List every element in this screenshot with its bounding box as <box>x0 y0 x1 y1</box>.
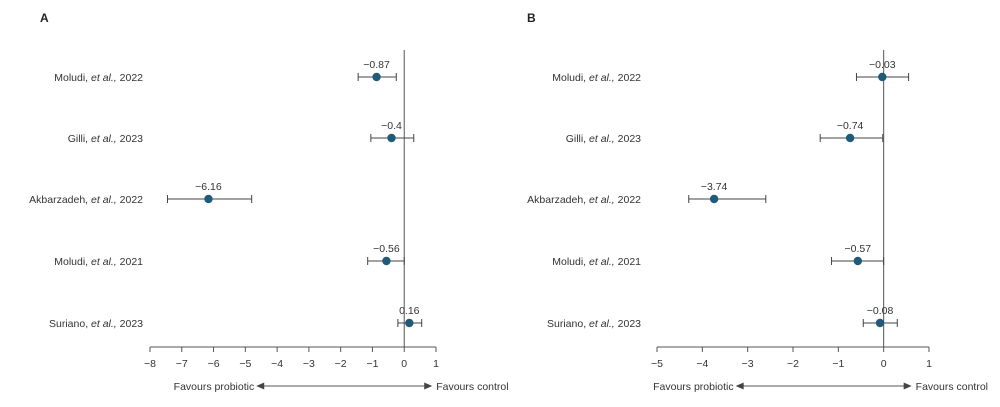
study-etal: et al., <box>91 194 117 206</box>
effect-value-label: 0.16 <box>399 305 420 317</box>
study-author: Moludi, <box>54 256 88 268</box>
x-tick-label: −2 <box>787 358 799 370</box>
study-author: Suriano, <box>49 318 88 330</box>
x-tick-label: −3 <box>742 358 754 370</box>
study-year: 2022 <box>120 194 144 206</box>
study-label: Moludi, et al., 2021 <box>552 256 641 268</box>
effect-point <box>382 256 391 266</box>
x-tick-label: −5 <box>651 358 663 370</box>
study-year: 2022 <box>120 72 144 84</box>
x-tick-label: −1 <box>832 358 844 370</box>
effect-value-label: −0.08 <box>867 305 894 317</box>
effect-point <box>845 133 855 143</box>
x-tick-label: 0 <box>881 358 887 370</box>
study-etal: et al., <box>589 256 615 268</box>
x-tick-label: 1 <box>433 358 439 370</box>
study-label: Gilli, et al., 2023 <box>68 133 143 145</box>
study-year: 2021 <box>618 256 642 268</box>
study-etal: et al., <box>589 318 615 330</box>
study-year: 2021 <box>120 256 144 268</box>
study-year: 2023 <box>618 318 642 330</box>
study-label: Akbarzadeh, et al., 2022 <box>29 194 143 206</box>
effect-point <box>875 318 885 328</box>
effect-value-label: −0.57 <box>845 243 872 255</box>
x-tick-label: −4 <box>271 358 283 370</box>
x-tick-label: −6 <box>208 358 220 370</box>
x-tick-label: 0 <box>401 358 407 370</box>
effect-point <box>372 72 381 82</box>
effect-value-label: −6.16 <box>195 181 222 193</box>
panel-a: A −8 −7 −6 −5 −4 −3 −2 −1 0 1 Favours probiotic Fav… <box>29 11 508 393</box>
panel-label-a: A <box>40 11 49 25</box>
study-year: 2023 <box>618 133 642 145</box>
study-etal: et al., <box>91 72 117 84</box>
study-label: Suriano, et al., 2023 <box>547 318 641 330</box>
favours-control-label: Favours control <box>916 381 988 393</box>
study-label: Moludi, et al., 2022 <box>54 72 143 84</box>
study-author: Moludi, <box>552 72 586 84</box>
x-tick-label: −7 <box>176 358 188 370</box>
left-arrowhead <box>256 382 265 390</box>
study-year: 2022 <box>618 72 642 84</box>
study-author: Moludi, <box>552 256 586 268</box>
effect-value-label: −0.74 <box>837 120 864 132</box>
favours-probiotic-label: Favours probiotic <box>174 381 255 393</box>
study-label: Gilli, et al., 2023 <box>566 133 641 145</box>
effect-point <box>709 194 719 204</box>
right-arrowhead <box>424 382 433 390</box>
study-year: 2023 <box>120 133 144 145</box>
effect-value-label: −0.56 <box>373 243 400 255</box>
study-label: Moludi, et al., 2021 <box>54 256 143 268</box>
study-etal: et al., <box>91 318 117 330</box>
x-tick-label: −1 <box>366 358 378 370</box>
effect-value-label: −3.74 <box>701 181 728 193</box>
effect-value-label: −0.03 <box>869 59 896 71</box>
study-etal: et al., <box>589 194 615 206</box>
x-tick-label: −8 <box>144 358 156 370</box>
x-tick-label: −2 <box>335 358 347 370</box>
effect-point <box>878 72 887 82</box>
effect-point <box>204 194 213 204</box>
favours-probiotic-label: Favours probiotic <box>653 381 734 393</box>
study-label: Suriano, et al., 2023 <box>49 318 143 330</box>
study-etal: et al., <box>91 256 117 268</box>
x-tick-label: −3 <box>303 358 315 370</box>
effect-value-label: −0.4 <box>381 120 402 132</box>
study-author: Gilli, <box>566 133 586 145</box>
study-author: Akbarzadeh, <box>29 194 88 206</box>
right-arrowhead <box>903 382 912 390</box>
study-author: Suriano, <box>547 318 586 330</box>
study-etal: et al., <box>589 72 615 84</box>
study-author: Akbarzadeh, <box>527 194 586 206</box>
x-tick-label: 1 <box>926 358 932 370</box>
effect-point <box>387 133 396 143</box>
effect-point <box>853 256 863 266</box>
study-etal: et al., <box>91 133 117 145</box>
panel-b: B −5 −4 −3 −2 −1 0 1 Favours probiotic Favours c… <box>527 11 988 393</box>
x-tick-label: −5 <box>239 358 251 370</box>
study-label: Akbarzadeh, et al., 2022 <box>527 194 641 206</box>
effect-point <box>405 318 414 328</box>
study-label: Moludi, et al., 2022 <box>552 72 641 84</box>
panel-label-b: B <box>527 11 536 25</box>
study-etal: et al., <box>589 133 615 145</box>
study-author: Moludi, <box>54 72 88 84</box>
study-author: Gilli, <box>68 133 88 145</box>
favours-control-label: Favours control <box>436 381 508 393</box>
study-year: 2023 <box>120 318 144 330</box>
study-year: 2022 <box>618 194 642 206</box>
x-tick-label: −4 <box>696 358 708 370</box>
effect-value-label: −0.87 <box>363 59 390 71</box>
left-arrowhead <box>735 382 744 390</box>
